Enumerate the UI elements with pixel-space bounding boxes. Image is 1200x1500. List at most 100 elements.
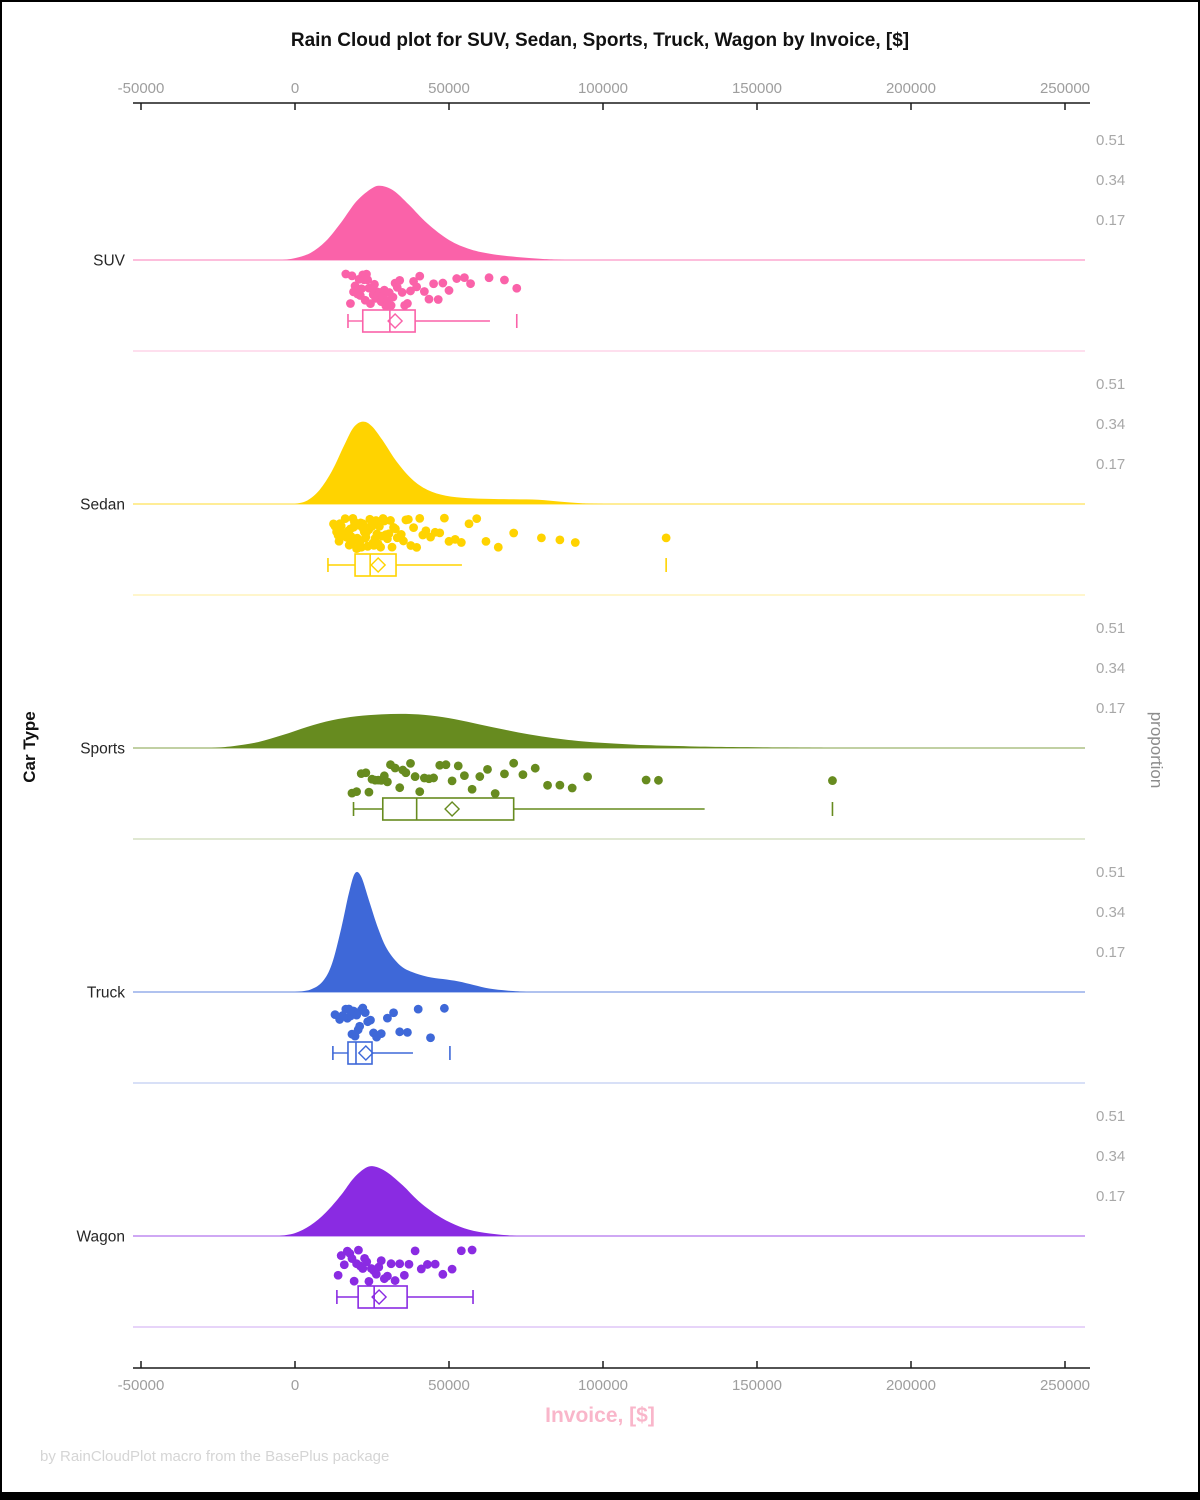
category-label-wagon: Wagon	[76, 1229, 125, 1246]
proportion-tick-label-sports: 0.17	[1096, 700, 1125, 717]
rain-point-truck	[439, 1003, 449, 1013]
rain-point-suv	[484, 273, 494, 283]
x-axis-tick-label-bottom: -50000	[118, 1377, 165, 1394]
rain-point-sports	[654, 775, 663, 785]
proportion-tick-label-wagon: 0.17	[1096, 1188, 1125, 1205]
x-axis-tick-label-bottom: 150000	[732, 1377, 782, 1394]
rain-point-sports	[828, 776, 837, 785]
rain-point-wagon	[371, 1269, 381, 1279]
density-cloud-wagon	[279, 1166, 517, 1236]
rain-point-suv	[403, 299, 412, 308]
rain-point-sports	[406, 758, 415, 768]
x-axis-tick-label-top: 0	[291, 80, 299, 97]
rain-point-truck	[395, 1027, 405, 1037]
rain-point-truck	[383, 1013, 392, 1023]
rain-point-suv	[460, 273, 469, 283]
rain-point-sports	[361, 768, 371, 778]
x-axis-tick-label-top: 50000	[428, 80, 470, 97]
rain-point-sports	[467, 784, 477, 794]
box-wagon	[357, 1285, 408, 1309]
rain-point-sports	[395, 783, 405, 793]
proportion-tick-label-sports: 0.51	[1096, 620, 1125, 637]
rain-point-suv	[452, 274, 462, 283]
density-cloud-suv	[282, 185, 567, 260]
rain-point-sedan	[493, 542, 503, 552]
rain-point-suv	[388, 292, 398, 302]
rain-point-sedan	[439, 513, 449, 523]
rain-point-sedan	[415, 514, 425, 523]
rain-point-suv	[346, 299, 355, 308]
rain-point-sedan	[456, 538, 466, 547]
rain-point-sports	[509, 758, 519, 768]
rain-point-suv	[429, 279, 438, 289]
bottom-bar	[0, 1492, 1200, 1498]
rain-point-sedan	[386, 516, 395, 525]
rain-point-sports	[364, 787, 374, 797]
rain-point-sedan	[403, 515, 413, 524]
proportion-tick-label-sports: 0.34	[1096, 660, 1125, 677]
x-axis-tick-label-bottom: 100000	[578, 1377, 628, 1394]
rain-point-sports	[641, 775, 651, 785]
rain-point-sedan	[570, 538, 580, 547]
proportion-tick-label-truck: 0.17	[1096, 944, 1125, 961]
rain-point-sedan	[661, 533, 671, 543]
rain-point-suv	[397, 288, 407, 297]
rain-point-sedan	[391, 524, 400, 534]
box-sports	[381, 797, 515, 821]
rain-point-truck	[355, 1021, 365, 1031]
rain-point-sports	[500, 769, 509, 779]
rain-point-sedan	[409, 523, 418, 533]
rain-point-sedan	[555, 535, 565, 545]
rain-point-wagon	[467, 1245, 477, 1255]
rain-point-sports	[453, 761, 463, 771]
proportion-tick-label-suv: 0.34	[1096, 172, 1125, 189]
rain-point-sports	[530, 763, 540, 773]
rain-point-sedan	[537, 533, 546, 543]
rain-point-suv	[363, 275, 373, 285]
rain-point-suv	[415, 271, 425, 281]
x-axis-tick-label-top: -50000	[118, 80, 165, 97]
rain-point-sports	[441, 760, 451, 770]
x-axis-tick-label-top: 100000	[578, 80, 628, 97]
rain-point-wagon	[410, 1246, 420, 1256]
rain-point-sports	[475, 772, 485, 781]
density-cloud-sedan	[295, 421, 603, 504]
x-axis-tick-label-bottom: 50000	[428, 1377, 470, 1394]
rain-point-wagon	[349, 1276, 359, 1286]
proportion-tick-label-wagon: 0.34	[1096, 1148, 1125, 1165]
box-suv	[361, 309, 416, 333]
rain-point-sports	[415, 787, 425, 797]
rain-point-wagon	[362, 1257, 372, 1267]
rain-point-sports	[352, 787, 361, 797]
rain-point-sedan	[340, 514, 350, 524]
rain-point-wagon	[364, 1276, 374, 1286]
rain-point-sedan	[481, 537, 491, 546]
rain-point-sports	[447, 776, 457, 786]
rain-point-sedan	[435, 528, 445, 538]
rain-point-wagon	[438, 1269, 448, 1279]
rain-point-wagon	[399, 1270, 409, 1280]
rain-point-wagon	[423, 1260, 432, 1269]
rain-point-wagon	[416, 1264, 426, 1274]
rain-point-wagon	[456, 1246, 466, 1256]
proportion-tick-label-sedan: 0.51	[1096, 376, 1125, 393]
rain-point-wagon	[339, 1260, 349, 1270]
y-axis-title-left-text: Car Type	[20, 711, 39, 783]
rain-point-sports	[429, 773, 438, 783]
rain-point-wagon	[386, 1259, 396, 1269]
rain-point-sedan	[384, 529, 394, 539]
x-axis-tick-label-top: 250000	[1040, 80, 1090, 97]
proportion-tick-label-sedan: 0.17	[1096, 456, 1125, 473]
rain-point-sports	[460, 771, 469, 780]
proportion-tick-label-truck: 0.51	[1096, 864, 1125, 881]
rain-point-suv	[424, 294, 434, 304]
rain-point-wagon	[354, 1245, 363, 1255]
density-cloud-sports	[211, 713, 825, 748]
rain-point-suv	[512, 283, 522, 293]
rain-point-truck	[426, 1033, 435, 1043]
mean-diamond-wagon	[371, 1289, 388, 1305]
mean-diamond-suv	[387, 313, 404, 329]
x-axis-tick-label-bottom: 250000	[1040, 1377, 1090, 1394]
rain-point-sports	[518, 770, 528, 779]
